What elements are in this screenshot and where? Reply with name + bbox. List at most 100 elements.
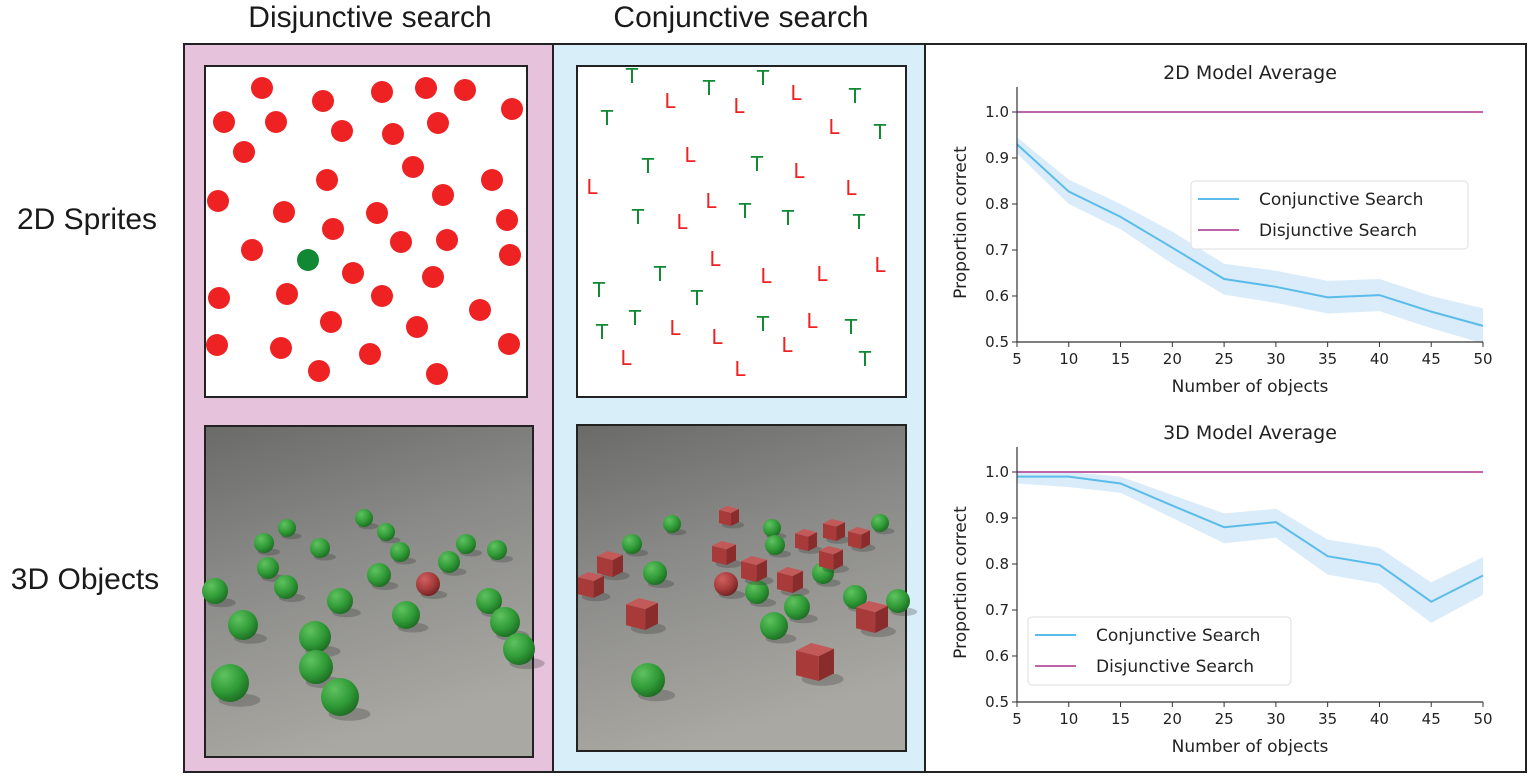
- letter-l-sprite: L: [828, 115, 840, 139]
- red-circle-sprite: [308, 360, 330, 382]
- red-circle-sprite: [501, 98, 523, 120]
- green-sphere: [622, 534, 642, 554]
- letter-l-sprite: L: [711, 325, 723, 349]
- red-circle-sprite: [208, 287, 230, 309]
- legend-label: Conjunctive Search: [1259, 190, 1423, 210]
- letter-t-sprite: T: [653, 262, 667, 286]
- letter-l-sprite: L: [816, 262, 828, 286]
- letter-l-sprite: L: [793, 159, 805, 183]
- green-sphere: [843, 585, 867, 609]
- cube-side: [645, 602, 658, 630]
- legend: Conjunctive Search Disjunctive Search: [1027, 616, 1292, 686]
- y-tick-label: 1.0: [985, 103, 1009, 121]
- green-sphere: [299, 650, 333, 684]
- green-sphere: [456, 534, 476, 554]
- x-tick-label: 10: [1059, 710, 1078, 728]
- red-circle-sprite: [436, 229, 458, 251]
- conjunctive-series-line: [1017, 475, 1484, 603]
- green-circle-target-sprite: [297, 249, 319, 271]
- x-tick-label: 35: [1318, 710, 1337, 728]
- cube-side: [861, 530, 870, 549]
- green-sphere: [310, 538, 330, 558]
- x-tick-label: 50: [1473, 350, 1492, 368]
- y-tick-label: 0.9: [985, 149, 1009, 167]
- chart-2d-model-average: 2D Model Average 5 10 15 20 25 30 35 40 45 50 0.5 0.…: [951, 62, 1493, 397]
- red-circle-sprite: [371, 81, 393, 103]
- x-tick-label: 30: [1266, 350, 1285, 368]
- x-tick-label: 5: [1012, 350, 1022, 368]
- cube-top: [741, 556, 767, 566]
- legend-label: Disjunctive Search: [1259, 221, 1417, 241]
- cube-side: [792, 570, 803, 593]
- x-tick-label: 20: [1163, 350, 1182, 368]
- cube-face: [819, 550, 834, 570]
- red-circle-sprite: [312, 90, 334, 112]
- letter-t-sprite: T: [756, 66, 770, 90]
- column-title-conjunctive: Conjunctive search: [613, 1, 868, 34]
- green-sphere: [886, 589, 910, 613]
- conjunctive-3d-objects-image: [576, 424, 918, 752]
- letter-l-sprite: L: [669, 316, 681, 340]
- green-sphere: [631, 663, 665, 697]
- green-sphere: [871, 514, 889, 532]
- green-sphere: [763, 519, 781, 537]
- green-sphere: [327, 588, 353, 614]
- red-circle-sprite: [499, 244, 521, 266]
- x-tick-label: 10: [1059, 350, 1078, 368]
- green-sphere: [487, 540, 507, 560]
- chart-3d-model-average: 3D Model Average 5 10 15 20 25 30 35 40 45 50 0.5 0.…: [951, 422, 1493, 757]
- red-circle-sprite: [273, 201, 295, 223]
- red-circle-sprite: [415, 77, 437, 99]
- x-tick-label: 25: [1215, 710, 1234, 728]
- red-circle-sprite: [426, 363, 448, 385]
- green-sphere: [274, 575, 298, 599]
- cube-face: [796, 650, 819, 681]
- red-circle-sprite: [496, 209, 518, 231]
- cube-side: [818, 648, 834, 681]
- red-circle-sprite: [213, 111, 235, 133]
- letter-l-sprite: L: [760, 264, 772, 288]
- green-sphere: [490, 607, 520, 637]
- red-circle-sprite: [371, 285, 393, 307]
- cube-face: [597, 556, 613, 577]
- green-sphere: [299, 621, 331, 653]
- red-circle-sprite: [265, 111, 287, 133]
- cube-face: [795, 533, 809, 551]
- letter-t-sprite: T: [628, 306, 642, 330]
- red-circle-sprite: [233, 141, 255, 163]
- cube-top: [795, 529, 817, 537]
- green-sphere: [784, 594, 810, 620]
- x-tick-label: 20: [1163, 710, 1182, 728]
- red-circle-sprite: [207, 190, 229, 212]
- letter-l-sprite: L: [676, 210, 688, 234]
- cube-top: [819, 546, 843, 555]
- red-circle-sprite: [382, 123, 404, 145]
- y-tick-label: 0.7: [985, 601, 1009, 619]
- green-sphere: [476, 588, 502, 614]
- green-sphere: [321, 678, 359, 716]
- red-circle-sprite: [390, 231, 412, 253]
- x-tick-label: 45: [1422, 350, 1441, 368]
- red-circle-sprite: [359, 343, 381, 365]
- letter-t-sprite: T: [592, 278, 606, 302]
- legend-label: Conjunctive Search: [1096, 626, 1260, 646]
- green-sphere: [765, 535, 785, 555]
- x-tick-label: 15: [1111, 710, 1130, 728]
- green-sphere: [438, 551, 460, 573]
- y-axis-label: Proportion correct: [951, 146, 971, 299]
- x-tick-label: 45: [1422, 710, 1441, 728]
- y-tick-label: 0.6: [985, 287, 1009, 305]
- green-sphere: [278, 519, 296, 537]
- green-sphere: [367, 563, 391, 587]
- y-tick-label: 0.8: [985, 195, 1009, 213]
- y-tick-label: 0.8: [985, 555, 1009, 573]
- conjunctive-series-line: [1016, 143, 1484, 327]
- red-circle-sprite: [316, 169, 338, 191]
- conjunctive-confidence-band: [1017, 137, 1483, 344]
- green-sphere: [390, 542, 410, 562]
- row-label-3d-objects: 3D Objects: [11, 563, 159, 596]
- cube-side: [731, 509, 739, 526]
- red-circle-sprite: [454, 79, 476, 101]
- letter-t-sprite: T: [756, 312, 770, 336]
